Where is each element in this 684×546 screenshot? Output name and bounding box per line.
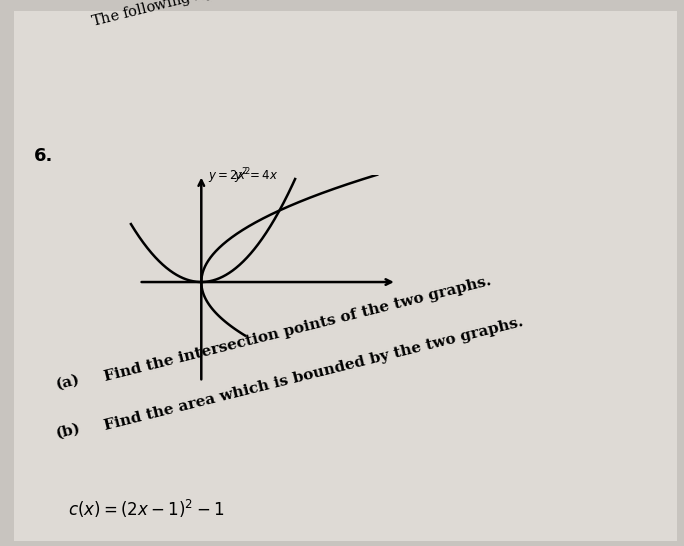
Text: Find the intersection points of the two graphs.: Find the intersection points of the two …: [103, 274, 492, 384]
Text: $y^2 = 4x$: $y^2 = 4x$: [234, 166, 278, 186]
Text: (a): (a): [55, 372, 81, 391]
Text: $y = 2x^2$: $y = 2x^2$: [207, 166, 250, 186]
Text: 6.: 6.: [34, 147, 53, 165]
Text: Find the area which is bounded by the two graphs.: Find the area which is bounded by the tw…: [103, 316, 525, 434]
FancyBboxPatch shape: [14, 11, 677, 541]
Text: $c(x)=(2x-1)^2-1$: $c(x)=(2x-1)^2-1$: [68, 498, 225, 520]
Text: The following figure shows a part of the graph  $y = 2x^2$  and  $y^2 = 4x$.: The following figure shows a part of the…: [89, 0, 590, 32]
Text: (b): (b): [55, 422, 82, 441]
